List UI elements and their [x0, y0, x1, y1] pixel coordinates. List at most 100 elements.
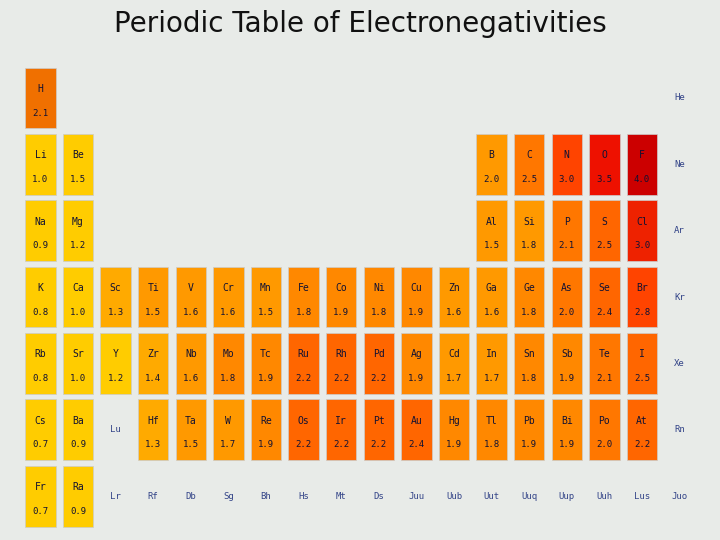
FancyBboxPatch shape — [514, 134, 544, 195]
Text: Rb: Rb — [35, 349, 46, 359]
FancyBboxPatch shape — [627, 200, 657, 261]
Text: Ca: Ca — [72, 283, 84, 293]
FancyBboxPatch shape — [63, 200, 93, 261]
Text: Cs: Cs — [35, 416, 46, 426]
Text: 1.7: 1.7 — [484, 374, 500, 383]
Text: Y: Y — [112, 349, 119, 359]
FancyBboxPatch shape — [364, 267, 394, 327]
Text: 1.0: 1.0 — [70, 374, 86, 383]
FancyBboxPatch shape — [251, 267, 282, 327]
Text: 1.7: 1.7 — [220, 441, 236, 449]
Text: In: In — [486, 349, 498, 359]
FancyBboxPatch shape — [477, 267, 507, 327]
Text: 1.3: 1.3 — [145, 441, 161, 449]
FancyBboxPatch shape — [138, 333, 168, 394]
FancyBboxPatch shape — [63, 134, 93, 195]
Text: Hg: Hg — [448, 416, 460, 426]
Text: 2.2: 2.2 — [295, 374, 312, 383]
FancyBboxPatch shape — [213, 399, 243, 460]
Text: 2.2: 2.2 — [634, 441, 650, 449]
Text: Rh: Rh — [336, 349, 347, 359]
Text: Lus: Lus — [634, 491, 650, 501]
Text: 3.5: 3.5 — [596, 175, 613, 184]
Text: P: P — [564, 217, 570, 226]
Text: S: S — [601, 217, 608, 226]
Text: 2.2: 2.2 — [295, 441, 312, 449]
Text: C: C — [526, 150, 532, 160]
FancyBboxPatch shape — [289, 267, 319, 327]
FancyBboxPatch shape — [326, 399, 356, 460]
Text: Br: Br — [636, 283, 648, 293]
Text: 0.9: 0.9 — [32, 241, 48, 251]
FancyBboxPatch shape — [213, 267, 243, 327]
Text: 2.5: 2.5 — [634, 374, 650, 383]
Text: Uub: Uub — [446, 491, 462, 501]
Text: Bi: Bi — [561, 416, 572, 426]
Text: Be: Be — [72, 150, 84, 160]
Text: As: As — [561, 283, 572, 293]
Text: Juo: Juo — [672, 491, 688, 501]
Text: 2.4: 2.4 — [408, 441, 425, 449]
Text: Ba: Ba — [72, 416, 84, 426]
Text: Zn: Zn — [448, 283, 460, 293]
Text: Mt: Mt — [336, 491, 346, 501]
Text: Se: Se — [598, 283, 611, 293]
FancyBboxPatch shape — [401, 399, 431, 460]
Text: 1.5: 1.5 — [145, 308, 161, 317]
Text: 1.9: 1.9 — [446, 441, 462, 449]
Text: Db: Db — [186, 491, 196, 501]
Text: Juu: Juu — [408, 491, 425, 501]
FancyBboxPatch shape — [63, 399, 93, 460]
FancyBboxPatch shape — [438, 333, 469, 394]
FancyBboxPatch shape — [25, 200, 55, 261]
Text: 1.9: 1.9 — [521, 441, 537, 449]
Text: B: B — [489, 150, 495, 160]
Text: Ir: Ir — [336, 416, 347, 426]
Text: 2.1: 2.1 — [596, 374, 613, 383]
Text: Os: Os — [298, 416, 310, 426]
Text: Sn: Sn — [523, 349, 535, 359]
Text: 1.5: 1.5 — [183, 441, 199, 449]
Text: Hf: Hf — [148, 416, 159, 426]
FancyBboxPatch shape — [438, 267, 469, 327]
FancyBboxPatch shape — [289, 399, 319, 460]
Text: 0.9: 0.9 — [70, 441, 86, 449]
Text: 1.0: 1.0 — [32, 175, 48, 184]
FancyBboxPatch shape — [364, 333, 394, 394]
Text: K: K — [37, 283, 43, 293]
Text: Pb: Pb — [523, 416, 535, 426]
Text: 2.1: 2.1 — [559, 241, 575, 251]
Text: 1.5: 1.5 — [258, 308, 274, 317]
FancyBboxPatch shape — [213, 333, 243, 394]
Text: Sb: Sb — [561, 349, 572, 359]
Text: Pt: Pt — [373, 416, 384, 426]
Text: 1.9: 1.9 — [258, 374, 274, 383]
FancyBboxPatch shape — [438, 399, 469, 460]
Text: 2.2: 2.2 — [333, 441, 349, 449]
Text: Sr: Sr — [72, 349, 84, 359]
Text: Cu: Cu — [410, 283, 422, 293]
FancyBboxPatch shape — [63, 267, 93, 327]
Text: 1.9: 1.9 — [408, 308, 425, 317]
FancyBboxPatch shape — [138, 267, 168, 327]
FancyBboxPatch shape — [552, 333, 582, 394]
Text: 2.2: 2.2 — [371, 374, 387, 383]
FancyBboxPatch shape — [63, 465, 93, 526]
Text: Ni: Ni — [373, 283, 384, 293]
Text: 2.1: 2.1 — [32, 109, 48, 118]
Text: 1.6: 1.6 — [446, 308, 462, 317]
FancyBboxPatch shape — [514, 200, 544, 261]
Text: Uuh: Uuh — [596, 491, 613, 501]
Text: Bh: Bh — [261, 491, 271, 501]
Text: F: F — [639, 150, 645, 160]
FancyBboxPatch shape — [25, 134, 55, 195]
Text: 1.0: 1.0 — [70, 308, 86, 317]
Text: I: I — [639, 349, 645, 359]
FancyBboxPatch shape — [552, 134, 582, 195]
FancyBboxPatch shape — [477, 399, 507, 460]
FancyBboxPatch shape — [401, 267, 431, 327]
Text: Tl: Tl — [486, 416, 498, 426]
Text: 1.8: 1.8 — [484, 441, 500, 449]
Text: 1.8: 1.8 — [521, 241, 537, 251]
Text: 1.2: 1.2 — [107, 374, 124, 383]
